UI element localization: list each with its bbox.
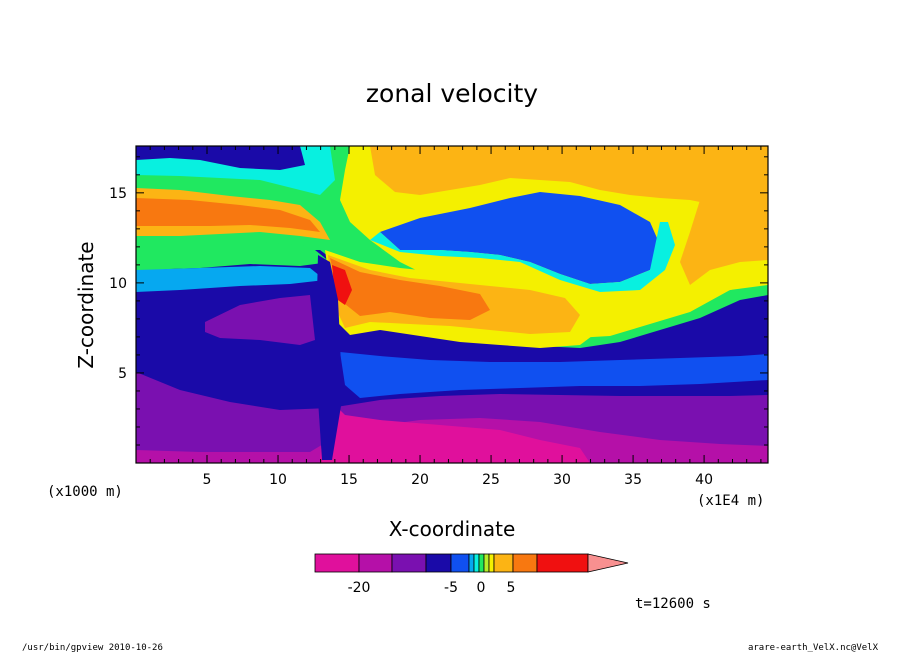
colorbar-cell bbox=[483, 553, 490, 573]
central-cyan-ring bbox=[370, 222, 675, 292]
plot-area bbox=[136, 146, 768, 463]
y-axis: 5 10 15 bbox=[109, 156, 768, 446]
colorbar-cell bbox=[478, 553, 485, 573]
jet-column-blue bbox=[316, 255, 342, 460]
right-orange-blob bbox=[680, 200, 768, 285]
left-green-band bbox=[136, 240, 330, 270]
x-tick-label: 40 bbox=[695, 472, 713, 488]
colorbar-cell bbox=[391, 553, 427, 573]
colorbar-tick-label: -5 bbox=[444, 580, 458, 596]
colorbar-ticks: -20 -5 0 5 bbox=[348, 580, 516, 596]
upper-left-blue bbox=[136, 146, 305, 170]
colorbar-cell bbox=[493, 553, 514, 573]
colorbar-cell bbox=[488, 553, 495, 573]
colorbar-cell bbox=[512, 553, 538, 573]
plot-frame bbox=[135, 145, 769, 464]
left-cyan-band bbox=[136, 266, 325, 292]
colorbar-cell bbox=[358, 553, 393, 573]
colorbar-cell bbox=[314, 553, 360, 573]
colorbar bbox=[314, 553, 629, 573]
y-tick-label: 10 bbox=[109, 276, 127, 292]
x-tick-label: 30 bbox=[553, 472, 571, 488]
colorbar-tick-label: 0 bbox=[477, 580, 486, 596]
colorbar-extend-arrow bbox=[587, 553, 629, 573]
y-tick-label: 5 bbox=[118, 366, 127, 382]
colorbar-cell bbox=[473, 553, 480, 573]
colorbar-tick-label: 5 bbox=[507, 580, 516, 596]
x-tick-label: 15 bbox=[340, 472, 358, 488]
time-label: t=12600 s bbox=[635, 596, 711, 612]
y-axis-label: Z-coordinate bbox=[74, 241, 98, 368]
x-axis: 5 10 15 20 25 30 35 40 bbox=[149, 146, 762, 488]
x-tick-label: 5 bbox=[203, 472, 212, 488]
chart-title: zonal velocity bbox=[366, 79, 538, 108]
x-tick-label: 10 bbox=[269, 472, 287, 488]
colorbar-cell bbox=[468, 553, 475, 573]
y-tick-label: 15 bbox=[109, 186, 127, 202]
bottom-magenta bbox=[320, 400, 590, 463]
left-dark-orange-jet bbox=[136, 198, 320, 232]
x-tick-label: 20 bbox=[411, 472, 429, 488]
footer-left: /usr/bin/gpview 2010-10-26 bbox=[22, 643, 163, 653]
left-purple-pocket bbox=[205, 295, 315, 345]
x-units-right: (x1E4 m) bbox=[697, 493, 764, 509]
colorbar-cell bbox=[536, 553, 589, 573]
footer-right: arare-earth_VelX.nc@VelX bbox=[748, 643, 879, 653]
mid-dark-orange-layer bbox=[330, 258, 490, 320]
mid-red-core bbox=[332, 265, 352, 305]
lower-blue-band bbox=[340, 352, 768, 398]
central-blue-pocket bbox=[380, 192, 660, 284]
x-tick-label: 35 bbox=[624, 472, 642, 488]
x-axis-label: X-coordinate bbox=[389, 517, 516, 541]
colorbar-cell bbox=[425, 553, 452, 573]
x-tick-label: 25 bbox=[482, 472, 500, 488]
colorbar-cell bbox=[450, 553, 470, 573]
upper-orange-right bbox=[370, 146, 768, 220]
x-units-left: (x1000 m) bbox=[47, 484, 123, 500]
colorbar-tick-label: -20 bbox=[348, 580, 371, 596]
